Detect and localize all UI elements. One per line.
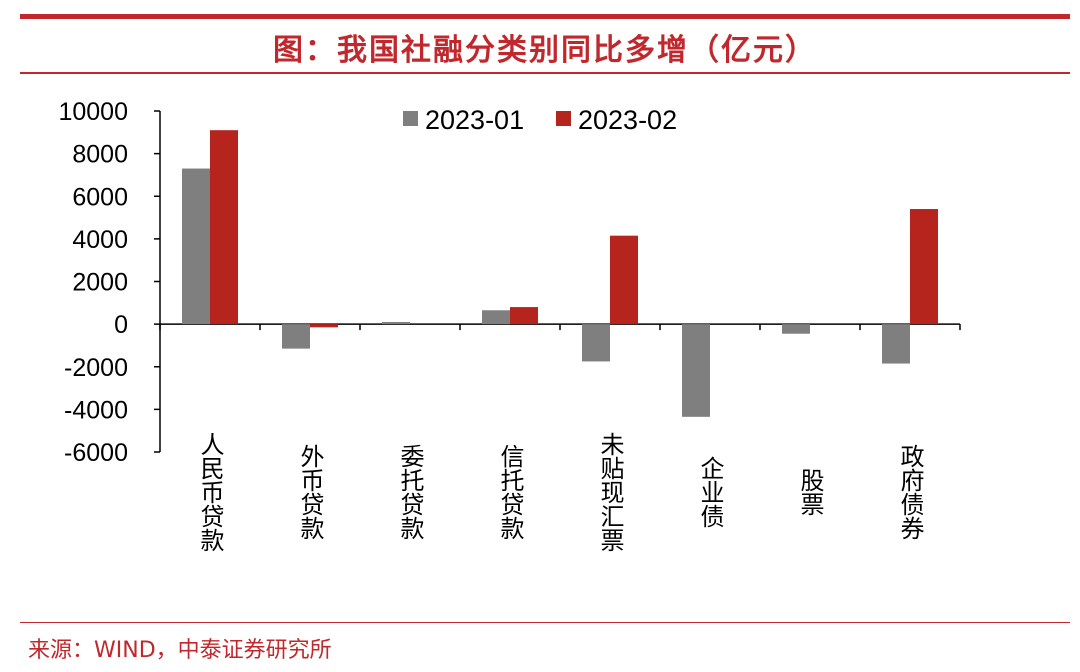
bar-2023-02-1 bbox=[310, 324, 338, 328]
bar-2023-02-4 bbox=[610, 235, 638, 325]
bar-2023-01-7 bbox=[882, 324, 910, 364]
category-label: 信托贷款 bbox=[496, 444, 524, 540]
y-tick-label: 8000 bbox=[72, 141, 128, 169]
chart-title: 图：我国社融分类别同比多增（亿元） bbox=[273, 33, 817, 68]
y-tick-label: 0 bbox=[114, 311, 128, 339]
bar-2023-01-4 bbox=[582, 324, 610, 362]
title-bar: 图：我国社融分类别同比多增（亿元） bbox=[20, 22, 1070, 72]
bar-chart: 10000 8000 6000 4000 2000 0 -2000 -4000 -6000 人民币… bbox=[58, 98, 961, 552]
legend-label: 2023-01 bbox=[425, 105, 524, 135]
bottom-rule bbox=[20, 622, 1070, 623]
y-tick-label: -6000 bbox=[64, 439, 128, 467]
title-rule bbox=[20, 72, 1070, 74]
category-label: 人民币贷款 bbox=[196, 432, 224, 552]
bar-2023-02-3 bbox=[510, 307, 538, 325]
category-label: 未贴现汇票 bbox=[596, 432, 624, 552]
top-rule bbox=[20, 14, 1070, 19]
y-tick-label: 6000 bbox=[72, 183, 128, 211]
bar-2023-02-0 bbox=[210, 130, 238, 325]
y-tick-label: -2000 bbox=[64, 354, 128, 382]
bar-2023-01-5 bbox=[682, 324, 710, 417]
y-tick-label: 10000 bbox=[58, 98, 128, 126]
bar-2023-02-7 bbox=[910, 209, 938, 325]
category-label: 委托贷款 bbox=[396, 444, 424, 540]
category-label: 企业债 bbox=[696, 456, 724, 528]
bar-2023-01-1 bbox=[282, 324, 310, 349]
category-label: 政府债券 bbox=[896, 444, 924, 540]
source-note: 来源：WIND，中泰证券研究所 bbox=[28, 638, 332, 663]
category-label: 外币贷款 bbox=[296, 444, 324, 540]
bar-2023-01-0 bbox=[182, 168, 210, 325]
y-tick-label: 2000 bbox=[72, 269, 128, 297]
y-tick-label: 4000 bbox=[72, 226, 128, 254]
y-tick-label: -4000 bbox=[64, 396, 128, 424]
legend-swatch-2023-02 bbox=[556, 111, 571, 126]
bar-2023-01-3 bbox=[482, 310, 510, 325]
legend-label: 2023-02 bbox=[578, 105, 677, 135]
legend-swatch-2023-01 bbox=[403, 111, 418, 126]
bar-2023-01-6 bbox=[782, 324, 810, 334]
category-label: 股票 bbox=[796, 468, 824, 516]
bar-2023-01-2 bbox=[382, 321, 410, 325]
